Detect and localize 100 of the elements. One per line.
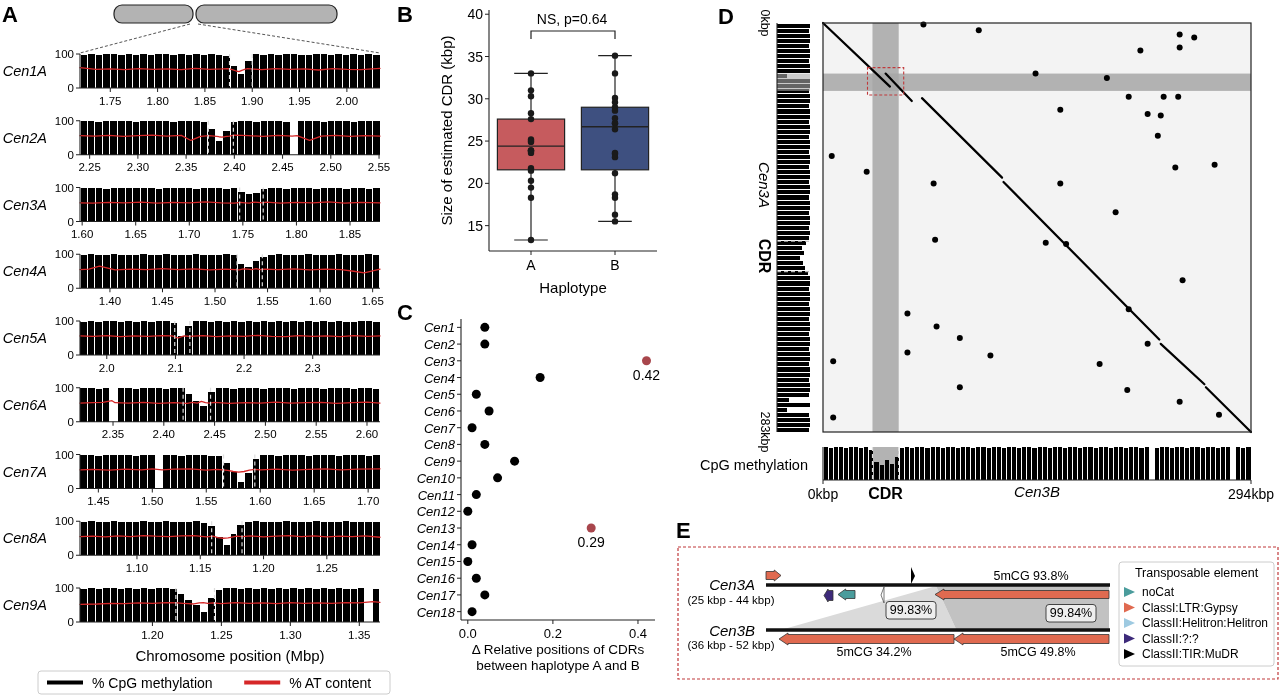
x-tick-label: 1.85: [193, 94, 217, 107]
y-tick-label: Cen1: [423, 319, 455, 335]
y-tick-label: 35: [467, 48, 484, 65]
x-tick-label: 1.40: [98, 294, 122, 307]
legend-label: % AT content: [289, 674, 372, 691]
x-tick-label: 1.65: [124, 228, 147, 240]
y-axis-title: Cen5A: [2, 330, 47, 346]
y-axis-title: Cen3A: [756, 162, 774, 208]
x-tick-label: 2.3: [304, 361, 321, 374]
x-tick-label: 1.25: [315, 561, 339, 574]
category-label: ClassII:TIR:MuDR: [1142, 647, 1240, 661]
y-tick-label: Cen2: [423, 336, 456, 352]
data-label: 0.42: [632, 366, 661, 383]
x-tick-label: 1.75: [99, 94, 122, 107]
text: 5mCG 93.8%: [993, 569, 1069, 583]
y-tick-label: 100: [54, 315, 74, 327]
x-tick-label: 2.0: [98, 361, 115, 374]
y-tick-label: 100: [54, 248, 74, 261]
y-axis-title: Cen1A: [2, 63, 47, 79]
text: CDR: [756, 238, 774, 274]
y-tick-label: 100: [54, 181, 74, 194]
x-tick-label: 0kbp: [807, 486, 839, 502]
y-axis-title: Cen6A: [2, 396, 47, 413]
text: (25 kbp - 44 kbp): [687, 594, 775, 606]
data-label: 0.29: [577, 534, 606, 551]
x-tick-label: 1.15: [189, 561, 212, 574]
x-tick-label: 1.90: [241, 94, 264, 107]
y-tick-label: Cen7: [423, 420, 456, 436]
y-tick-label: Cen10: [416, 470, 456, 486]
x-tick-label: 1.85: [338, 228, 362, 240]
x-tick-label: 1.65: [302, 495, 326, 507]
y-axis-title: CpG methylation: [700, 457, 808, 473]
x-tick-label: 1.80: [285, 228, 308, 240]
text: 99.83%: [889, 603, 933, 617]
text: 5mCG 49.8%: [1000, 645, 1076, 659]
y-axis-title: Cen9A: [2, 597, 47, 613]
x-axis-title: Δ Relative positions of CDRs between haplotype A and B: [471, 642, 645, 673]
chart-title: D: [718, 4, 734, 29]
text: Cen3B: [709, 622, 755, 639]
y-axis-title: Cen3A: [2, 196, 47, 213]
text: (36 kbp - 52 kbp): [687, 639, 775, 651]
y-tick-label: 0: [67, 616, 74, 628]
x-tick-label: 2.40: [223, 161, 246, 174]
x-tick-label: 1.60: [308, 294, 332, 307]
x-tick-label: 2.35: [174, 161, 198, 174]
y-tick-label: 100: [54, 515, 74, 528]
x-tick-label: 1.75: [231, 228, 255, 240]
x-tick-label: 1.55: [195, 495, 218, 507]
x-tick-label: 0.2: [543, 626, 562, 641]
y-tick-label: 283kbp: [758, 411, 772, 453]
text: Cen3A: [709, 576, 755, 593]
category-label: ClassII:Helitron:Helitron: [1142, 616, 1269, 630]
y-tick-label: 100: [54, 48, 74, 60]
y-axis-title: Size of estimated CDR (kbp): [437, 35, 455, 226]
x-tick-label: 1.35: [348, 628, 371, 641]
y-tick-label: 0: [67, 282, 74, 295]
y-tick-label: 100: [54, 582, 74, 594]
x-tick-label: 1.70: [178, 228, 201, 240]
y-tick-label: 0: [67, 349, 74, 361]
x-tick-label: 2.55: [305, 428, 328, 441]
y-tick-label: Cen12: [416, 503, 456, 519]
band-label: CDR: [868, 485, 904, 502]
y-tick-label: Cen5: [423, 386, 456, 402]
y-tick-label: Cen16: [416, 570, 456, 586]
y-tick-label: Cen4: [423, 370, 455, 386]
y-tick-label: 0: [67, 482, 74, 495]
text: 5mCG 34.2%: [836, 645, 912, 659]
x-tick-label: 2.55: [367, 161, 391, 174]
x-axis-title: Chromosome position (Mbp): [135, 647, 325, 664]
y-tick-label: Cen8: [423, 436, 456, 452]
y-axis-title: Cen7A: [2, 463, 47, 480]
x-tick-label: 1.80: [146, 94, 169, 107]
x-tick-label: 2.50: [319, 161, 342, 174]
x-tick-label: 2.50: [254, 428, 277, 441]
chart-title: B: [397, 2, 413, 27]
x-tick-label: 1.20: [252, 561, 275, 574]
y-tick-label: 100: [54, 448, 74, 461]
y-tick-label: Cen15: [416, 553, 456, 569]
x-tick-label: 1.60: [70, 228, 94, 240]
category-label: ClassI:LTR:Gypsy: [1142, 600, 1238, 615]
x-tick-label: 294kbp: [1228, 486, 1275, 502]
x-tick-label: 2.45: [203, 428, 226, 441]
y-tick-label: 15: [467, 217, 484, 234]
x-tick-label: 0.0: [458, 626, 477, 641]
x-tick-label: 1.30: [279, 628, 302, 641]
y-tick-label: 25: [467, 133, 484, 150]
y-tick-label: 40: [467, 6, 484, 23]
x-tick-label: 1.25: [210, 628, 233, 641]
y-tick-label: Cen3: [423, 353, 456, 369]
x-tick-label: 2.25: [78, 161, 101, 174]
x-tick-label: 1.65: [361, 294, 384, 307]
y-tick-label: 0: [67, 549, 74, 562]
x-tick-label: 1.70: [356, 495, 380, 507]
text: 99.84%: [1049, 606, 1093, 620]
x-tick-label: 1.10: [125, 561, 149, 574]
x-tick-label: 1.50: [141, 495, 164, 507]
x-axis-title: Haplotype: [539, 279, 607, 296]
y-tick-label: 20: [467, 175, 484, 192]
y-tick-label: 0: [67, 148, 74, 161]
x-tick-label: 2.1: [167, 361, 184, 374]
